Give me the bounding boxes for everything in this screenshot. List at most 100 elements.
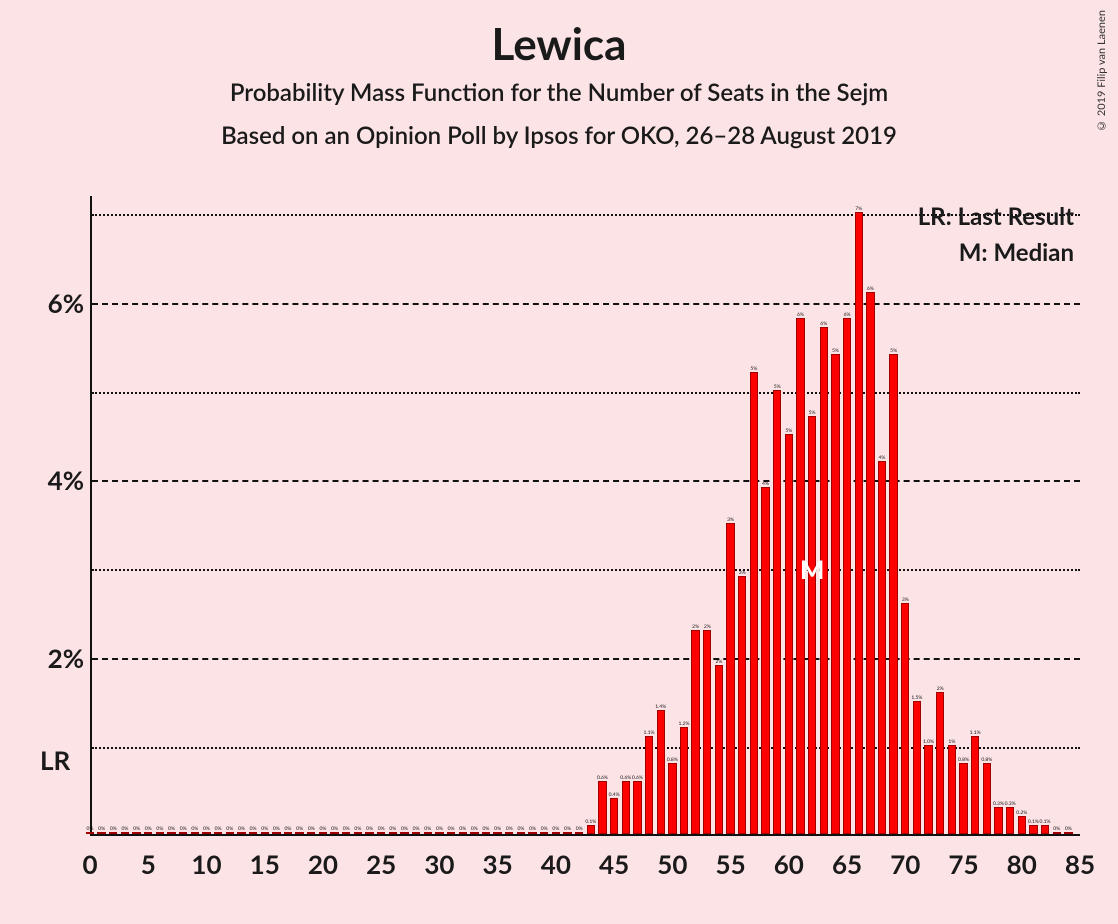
x-tick-label: 80 [1007,848,1037,880]
bar-value-label: 0.2% [1016,810,1027,816]
bar: 7% [855,212,863,834]
bar-value-label: 0% [389,826,396,832]
bar: 0% [470,832,478,834]
bar: 0% [226,832,234,834]
bar: 0% [377,832,385,834]
bar-value-label: 0% [541,826,548,832]
x-tick-label: 40 [541,848,571,880]
bar-value-label: 5% [832,348,839,354]
bar: 0% [132,832,140,834]
bar: 0% [400,832,408,834]
bar: 0% [575,832,583,834]
bar: 0% [412,832,420,834]
bar-value-label: 0% [552,826,559,832]
bar: 0% [528,832,536,834]
bar: 0% [307,832,315,834]
bar: 0.1% [587,825,595,834]
bar: 0% [261,832,269,834]
bar-value-label: 2% [715,659,722,665]
bar: 0.8% [983,763,991,834]
bar: 3% [726,523,734,834]
bar-value-label: 0.3% [993,801,1004,807]
grid-major [92,303,1080,305]
bar-value-label: 0% [273,826,280,832]
bar: 0% [156,832,164,834]
bar-value-label: 0.1% [1040,819,1051,825]
bar: 0% [272,832,280,834]
chart-subtitle: Probability Mass Function for the Number… [0,78,1118,107]
bar-value-label: 5% [774,384,781,390]
bar: 0% [97,832,105,834]
bar: 0.3% [1006,807,1014,834]
bar-value-label: 0% [180,826,187,832]
bar: 4% [878,461,886,834]
bar-value-label: 0% [529,826,536,832]
bar-value-label: 2% [704,624,711,630]
x-tick-label: 15 [250,848,280,880]
bar-value-label: 0% [366,826,373,832]
x-tick-label: 5 [141,848,156,880]
bar: 0% [354,832,362,834]
bar: 5% [773,390,781,834]
bar-value-label: 1.4% [655,704,666,710]
x-tick-label: 50 [657,848,687,880]
bar: 0.2% [1018,816,1026,834]
bar: 6% [866,292,874,834]
bar: 0% [284,832,292,834]
bar-value-label: 0% [354,826,361,832]
bar-value-label: 3% [727,517,734,523]
bar: 0% [517,832,525,834]
bar-value-label: 0.8% [981,757,992,763]
chart-title: Lewica [0,0,1118,70]
bar-value-label: 0% [471,826,478,832]
bar-value-label: 0% [308,826,315,832]
bar-value-label: 0% [110,826,117,832]
bar-value-label: 4% [762,481,769,487]
bar-value-label: 0% [401,826,408,832]
x-tick-label: 30 [424,848,454,880]
bar: 1.4% [657,710,665,834]
x-tick-label: 75 [948,848,978,880]
bar-value-label: 0% [424,826,431,832]
bar-value-label: 0% [1065,826,1072,832]
bar: 0% [319,832,327,834]
bar-value-label: 0% [494,826,501,832]
bar-value-label: 0% [331,826,338,832]
bar: 0% [552,832,560,834]
bar: 0.6% [633,781,641,834]
bar-value-label: 1.0% [923,739,934,745]
bar-value-label: 0% [296,826,303,832]
bar-value-label: 0% [564,826,571,832]
bar: 0% [365,832,373,834]
plot-area: 2%4%6%LR05101520253035404550556065707580… [90,196,1080,836]
bar: 0.1% [1041,825,1049,834]
bar-value-label: 1.1% [644,730,655,736]
bar: 0% [202,832,210,834]
bar-value-label: 6% [797,312,804,318]
chart-area: 2%4%6%LR05101520253035404550556065707580… [90,196,1080,836]
bar-value-label: 0.3% [1005,801,1016,807]
bar-value-label: 0% [191,826,198,832]
x-axis [90,834,1080,836]
bar: 0% [459,832,467,834]
bar: 0% [237,832,245,834]
bar-value-label: 1.5% [911,695,922,701]
bar-value-label: 1.1% [970,730,981,736]
bar-value-label: 5% [809,410,816,416]
bar: 5% [750,372,758,834]
copyright-text: © 2019 Filip van Laenen [1095,10,1108,132]
bar: 1.1% [971,736,979,834]
bar-value-label: 5% [785,428,792,434]
bar: 0% [1064,832,1072,834]
x-tick-label: 0 [82,848,97,880]
bar: 2% [703,630,711,834]
x-tick-label: 20 [308,848,338,880]
bar: 6% [796,318,804,834]
bar: 1.5% [913,701,921,834]
bar-value-label: 0% [319,826,326,832]
bar-value-label: 4% [879,455,886,461]
bar: 0.8% [959,763,967,834]
legend-m: M: Median [959,238,1074,267]
bar-value-label: 0.1% [1028,819,1039,825]
bar: 5% [889,354,897,834]
